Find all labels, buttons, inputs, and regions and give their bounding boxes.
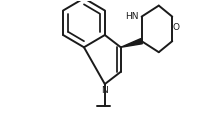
Polygon shape <box>121 39 142 47</box>
Text: N: N <box>101 86 108 95</box>
Text: HN: HN <box>125 12 138 21</box>
Text: O: O <box>173 23 179 32</box>
